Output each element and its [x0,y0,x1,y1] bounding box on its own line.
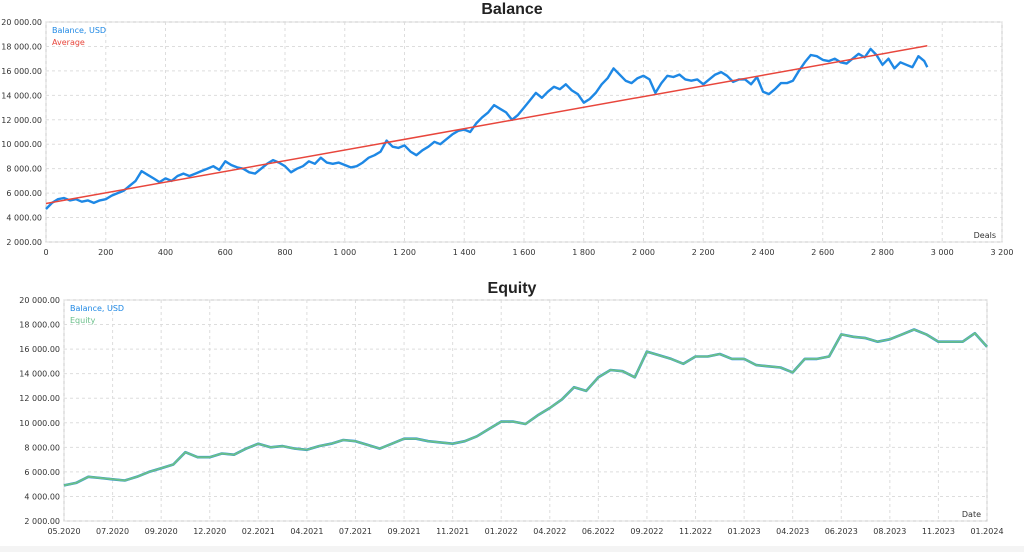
equity-chart-title: Equity [487,280,537,297]
balance-x-tick-label: 1 600 [513,248,536,257]
balance-y-tick-label: 14 000.00 [1,91,42,100]
balance-series-line-average [45,45,928,205]
balance-y-tick-label: 20 000.00 [1,18,42,27]
balance-x-tick-label: 2 400 [752,248,775,257]
equity-x-tick-label: 07.2021 [339,527,372,536]
balance-x-axis-label: Deals [974,231,996,240]
balance-x-tick-label: 800 [277,248,292,257]
balance-y-tick-label: 6 000.00 [6,189,42,198]
balance-x-tick-label: 1 400 [453,248,476,257]
equity-legend-entry: Equity [70,316,96,325]
equity-x-tick-label: 06.2023 [825,527,858,536]
balance-chart-panel: Balance 2 000.00 4 000.00 6 000.00 8 000.00… [0,0,1024,270]
balance-x-tick-label: 1 000 [333,248,356,257]
balance-legend-entry: Balance, USD [52,26,106,35]
equity-x-tick-label: 06.2022 [582,527,615,536]
equity-x-tick-label: 09.2020 [145,527,178,536]
equity-x-tick-label: 08.2023 [873,527,906,536]
balance-x-tick-label: 3 000 [931,248,954,257]
balance-y-tick-label: 12 000.00 [1,116,42,125]
equity-x-tick-label: 01.2024 [970,527,1003,536]
balance-chart: 2 000.00 4 000.00 6 000.00 8 000.00 10 000.0… [1,18,1014,257]
equity-x-tick-label: 02.2021 [242,527,275,536]
balance-x-tick-label: 0 [43,248,48,257]
equity-x-tick-label: 01.2023 [728,527,761,536]
equity-chart-panel: Equity 2 000.00 4 000.00 6 000.00 8 000.00 1… [0,278,1024,552]
equity-x-tick-label: 04.2023 [776,527,809,536]
equity-y-tick-label: 20 000.00 [19,296,60,305]
equity-chart: 2 000.00 4 000.00 6 000.00 8 000.00 10 000.0… [19,296,1003,536]
equity-y-tick-label: 2 000.00 [24,517,60,526]
balance-y-tick-label: 2 000.00 [6,238,42,247]
equity-y-tick-label: 8 000.00 [24,443,60,452]
equity-x-tick-label: 05.2020 [47,527,80,536]
balance-x-tick-label: 1 800 [572,248,595,257]
equity-y-tick-label: 6 000.00 [24,468,60,477]
equity-x-tick-label: 11.2023 [922,527,955,536]
equity-x-axis-label: Date [962,510,981,519]
equity-y-tick-label: 12 000.00 [19,394,60,403]
equity-x-tick-label: 09.2021 [388,527,421,536]
equity-y-tick-label: 10 000.00 [19,419,60,428]
equity-x-tick-label: 09.2022 [630,527,663,536]
balance-y-tick-label: 10 000.00 [1,140,42,149]
bottom-strip [0,546,1024,552]
balance-x-tick-label: 2 000 [632,248,655,257]
equity-x-tick-label: 01.2022 [485,527,518,536]
equity-y-tick-label: 4 000.00 [24,492,60,501]
balance-x-tick-label: 2 200 [692,248,715,257]
equity-legend-entry: Balance, USD [70,304,124,313]
balance-y-tick-label: 4 000.00 [6,214,42,223]
balance-x-tick-label: 1 200 [393,248,416,257]
balance-y-tick-label: 8 000.00 [6,165,42,174]
balance-chart-title: Balance [481,1,543,18]
balance-y-tick-label: 16 000.00 [1,67,42,76]
balance-y-tick-label: 18 000.00 [1,42,42,51]
equity-y-tick-label: 16 000.00 [19,345,60,354]
equity-x-tick-label: 07.2020 [96,527,129,536]
balance-series-line-balance-usd [45,47,929,210]
balance-x-tick-label: 3 200 [991,248,1014,257]
equity-x-tick-label: 12.2020 [193,527,226,536]
equity-x-tick-label: 04.2022 [533,527,566,536]
balance-x-tick-label: 400 [158,248,173,257]
equity-x-tick-label: 04.2021 [290,527,323,536]
balance-x-tick-label: 2 800 [871,248,894,257]
balance-x-tick-label: 600 [218,248,233,257]
equity-series-line-equity [63,328,988,487]
equity-x-tick-label: 11.2022 [679,527,712,536]
equity-plot-area [63,299,988,522]
balance-legend-entry: Average [52,38,85,47]
equity-y-tick-label: 14 000.00 [19,370,60,379]
equity-y-tick-label: 18 000.00 [19,321,60,330]
balance-x-tick-label: 2 600 [811,248,834,257]
equity-x-tick-label: 11.2021 [436,527,469,536]
balance-x-tick-label: 200 [98,248,113,257]
